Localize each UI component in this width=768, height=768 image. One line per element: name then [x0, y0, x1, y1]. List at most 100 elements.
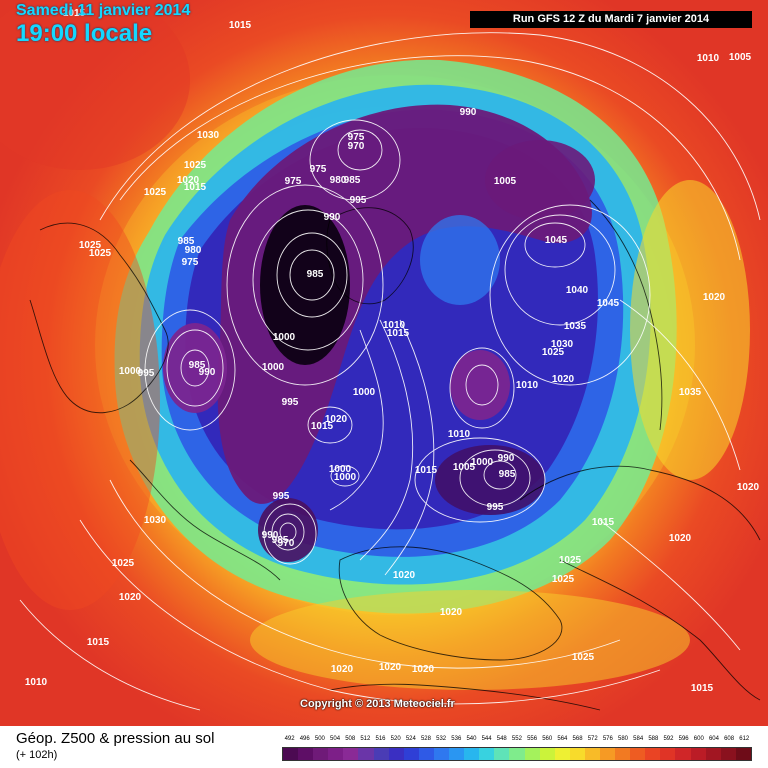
pressure-label: 1015	[311, 421, 334, 432]
scale-value-label: 564	[557, 736, 568, 742]
pressure-label: 975	[285, 176, 302, 187]
pressure-label: 1000	[273, 332, 296, 343]
pressure-label: 1010	[383, 320, 406, 331]
low-core-north-atlantic	[260, 205, 350, 365]
scale-swatch	[373, 748, 389, 760]
pressure-label: 1025	[112, 558, 135, 569]
warm-zone-pacific	[0, 190, 160, 610]
isobar-atlantic-low-3	[252, 209, 364, 351]
isobar-outer-6	[619, 299, 741, 471]
yellow-ridge-south	[250, 590, 690, 690]
pressure-label: 1020	[331, 664, 354, 675]
scale-swatch	[328, 748, 344, 760]
isobar-asia-low-3	[414, 437, 546, 523]
pressure-label: 1015	[87, 637, 110, 648]
scale-swatch	[358, 748, 374, 760]
pressure-label: 985	[272, 535, 289, 546]
isobar-outer-5	[19, 599, 201, 711]
pressure-label: 1035	[564, 321, 587, 332]
pressure-label: 985	[499, 469, 516, 480]
isobar-arctic-high-2	[504, 214, 616, 326]
low-core-asia	[435, 445, 545, 515]
scale-swatch	[524, 748, 540, 760]
coastline-north-america	[29, 222, 169, 414]
pressure-label: 1020	[440, 607, 463, 618]
z500-pressure-map: 1015101510301025102010151025102510259859…	[0, 0, 768, 726]
pressure-label: 1030	[144, 515, 167, 526]
pressure-label: 1015	[184, 182, 207, 193]
scale-swatch	[615, 748, 631, 760]
scale-swatch	[464, 748, 480, 760]
scale-value-label: 552	[511, 736, 522, 742]
yellow-ridge-east	[630, 180, 750, 480]
scale-value-label: 528	[420, 736, 431, 742]
scale-swatch	[283, 748, 299, 760]
scale-value-label: 508	[345, 736, 356, 742]
isobar-atlantic-south-low-2	[271, 513, 305, 551]
pressure-label: 980	[330, 175, 347, 186]
scale-swatch	[539, 748, 555, 760]
scale-value-label: 524	[405, 736, 416, 742]
scale-value-label: 576	[602, 736, 613, 742]
isobar-greenland-high	[307, 406, 353, 444]
pressure-label: 985	[178, 236, 195, 247]
pressure-label: 980	[185, 245, 202, 256]
pressure-label: 1045	[545, 235, 568, 246]
scale-swatch	[735, 748, 751, 760]
pressure-label: 1020	[552, 374, 575, 385]
scale-swatch	[509, 748, 525, 760]
scale-value-label: 560	[542, 736, 553, 742]
color-scale-labels: 492 496 500 504 508 512 516 520 524 528 532 536 540 5…	[282, 736, 752, 746]
pressure-label: 1025	[89, 248, 112, 259]
scale-value-label: 500	[314, 736, 325, 742]
coastline-north-africa	[329, 683, 601, 711]
pressure-label: 1040	[566, 285, 589, 296]
isobar-inner-3	[329, 329, 384, 511]
scale-value-label: 520	[390, 736, 401, 742]
isobar-kara-low-2	[309, 119, 401, 201]
isobar-atlantic-south-low-3	[263, 503, 317, 565]
pressure-label: 1020	[412, 664, 435, 675]
pressure-label: 1000	[334, 472, 357, 483]
pressure-label: 1020	[379, 662, 402, 673]
map-title: Géop. Z500 & pression au sol	[16, 730, 215, 747]
isobar-pacific-low-2	[166, 329, 224, 407]
color-scale-bar	[282, 747, 752, 761]
pressure-label: 1025	[572, 652, 595, 663]
pressure-label: 995	[282, 397, 299, 408]
scale-value-label: 492	[284, 736, 295, 742]
pressure-label: 1045	[597, 298, 620, 309]
pressure-label: 1020	[177, 175, 200, 186]
isobar-inner-2	[384, 319, 435, 576]
isobar-atlantic-low-2	[276, 232, 348, 318]
pressure-label: 1005	[453, 462, 476, 473]
isobar-asia-low-1	[483, 460, 517, 490]
scale-value-label: 540	[466, 736, 477, 742]
isobar-siberia-low-1	[465, 364, 499, 406]
pressure-label: 990	[199, 367, 216, 378]
pressure-label: 1000	[262, 362, 285, 373]
isobar-outer-4	[79, 519, 661, 705]
isobar-outer-2	[99, 32, 761, 221]
pressure-label: 990	[262, 530, 279, 541]
pressure-label: 1000	[471, 457, 494, 468]
low-core-atlantic-south	[258, 498, 318, 562]
pressure-label: 1025	[552, 574, 575, 585]
pressure-label: 1015	[415, 465, 438, 476]
model-run-banner: Run GFS 12 Z du Mardi 7 janvier 2014	[470, 11, 752, 28]
scale-swatch	[418, 748, 434, 760]
pressure-label: 990	[460, 107, 477, 118]
isobar-kara-low-1	[337, 129, 383, 171]
scale-swatch	[599, 748, 616, 760]
scale-value-label: 592	[663, 736, 674, 742]
scale-swatch	[388, 748, 404, 760]
pressure-label: 1020	[119, 592, 142, 603]
blue-pocket-arctic	[420, 215, 500, 305]
pressure-label: 1000	[119, 366, 142, 377]
scale-value-label: 532	[436, 736, 447, 742]
scale-value-label: 512	[360, 736, 371, 742]
isobar-atlantic-south-low-1	[279, 522, 297, 542]
scale-swatch	[343, 748, 359, 760]
pressure-label: 1020	[325, 414, 348, 425]
